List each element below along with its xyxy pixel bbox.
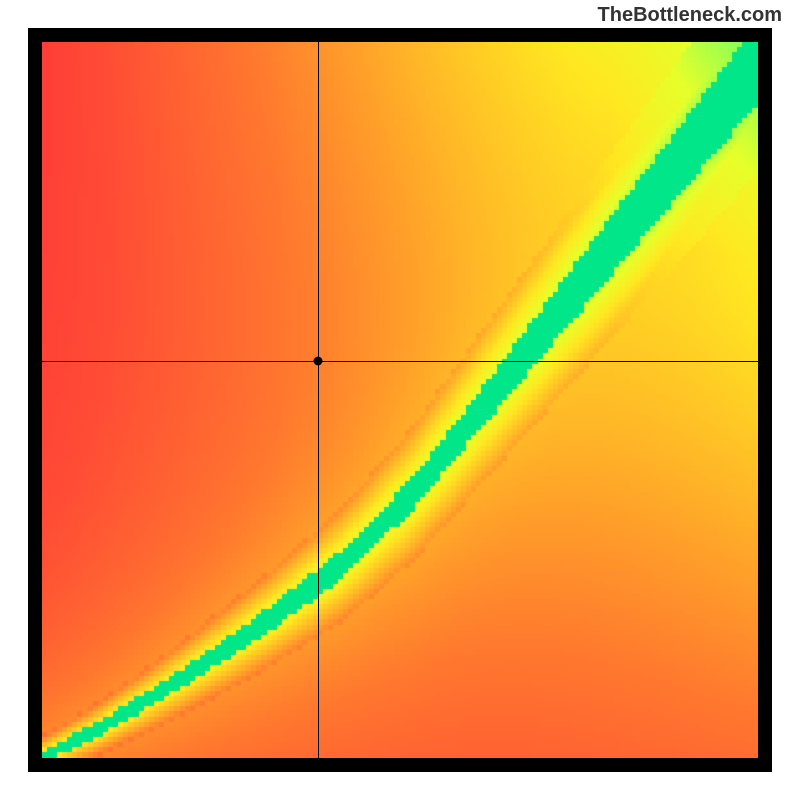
crosshair-horizontal: [28, 361, 772, 362]
crosshair-vertical: [318, 28, 319, 772]
crosshair-marker: [313, 356, 322, 365]
watermark-text: TheBottleneck.com: [598, 4, 782, 27]
heatmap-canvas: [42, 42, 758, 758]
heatmap-frame: [28, 28, 772, 772]
